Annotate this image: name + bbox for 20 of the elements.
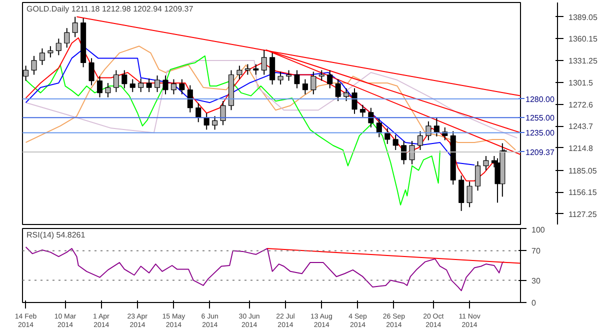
y-tick-label: 1389.05: [568, 12, 598, 22]
y-tick-label: 0: [532, 298, 536, 308]
ref-line-label: 1209.37: [526, 148, 555, 157]
y-tick-label: 1127.25: [568, 210, 598, 219]
y-tick-label: 30: [532, 276, 541, 286]
y-tick-label: 1185.05: [568, 166, 598, 176]
chart-title: GOLD.Daily 1211.18 1212.98 1202.94 1209.37: [26, 4, 194, 14]
ref-line-label: 1280.00: [526, 94, 555, 104]
chart-title: RSI(14) 54.8261: [26, 230, 86, 240]
y-tick-label: 1301.5: [568, 78, 594, 88]
y-tick-label: 1331.25: [568, 56, 598, 66]
y-tick-label: 1243.7: [568, 122, 594, 132]
ref-line-label: 1255.00: [526, 114, 555, 123]
y-tick-label: 1214.8: [568, 144, 594, 153]
y-tick-label: 100: [532, 226, 546, 234]
y-tick-label: 1360.15: [568, 34, 598, 44]
y-tick-label: 70: [532, 246, 541, 256]
ref-line-label: 1235.00: [526, 128, 555, 138]
y-tick-label: 1156.15: [568, 188, 598, 198]
y-tick-label: 1272.6: [568, 100, 594, 110]
